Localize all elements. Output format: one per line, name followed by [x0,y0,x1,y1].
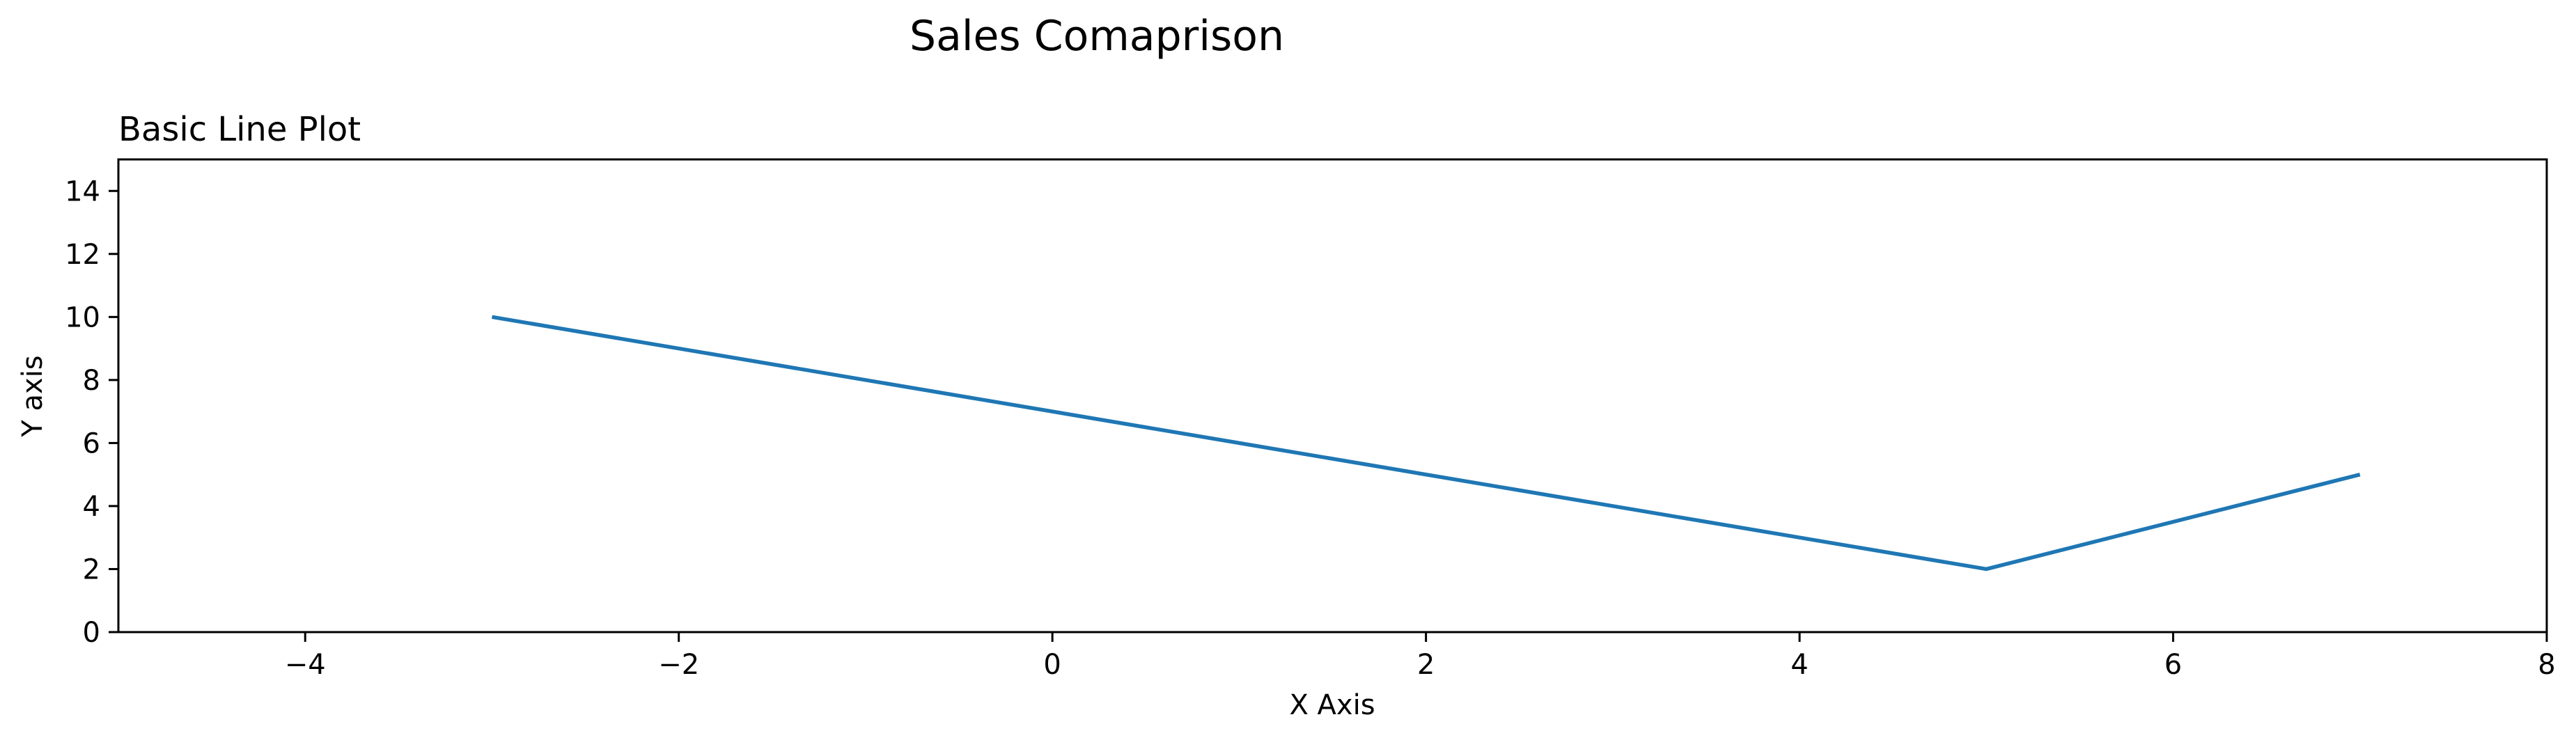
y-axis-label: Y axis [17,355,49,437]
y-tick-label: 8 [83,365,100,397]
series-line [492,315,2361,572]
x-tick-label: 0 [1043,649,1061,681]
y-tick-label: 14 [65,175,100,207]
y-tick-label: 4 [83,491,100,523]
y-tick-label: 12 [65,239,100,271]
axes-frame [117,158,2548,633]
x-tick-label: −4 [285,649,326,681]
chart-title: Basic Line Plot [118,110,361,149]
x-tick-label: 8 [2538,649,2555,681]
figure-suptitle: Sales Comaprison [910,12,1284,61]
y-tick-label: 2 [83,553,100,585]
x-tick-label: 6 [2164,649,2182,681]
y-tick-label: 6 [83,427,100,459]
y-tick-label: 0 [83,617,100,649]
y-tick-label: 10 [65,301,100,333]
x-tick-label: −2 [658,649,699,681]
x-tick-label: 4 [1790,649,1808,681]
x-axis-label: X Axis [1289,689,1375,721]
x-tick-label: 2 [1417,649,1435,681]
plot-area [492,315,2361,572]
axis-ticks: −4 −2 0 2 4 6 8 0 2 4 6 8 10 12 14 [65,175,2556,681]
